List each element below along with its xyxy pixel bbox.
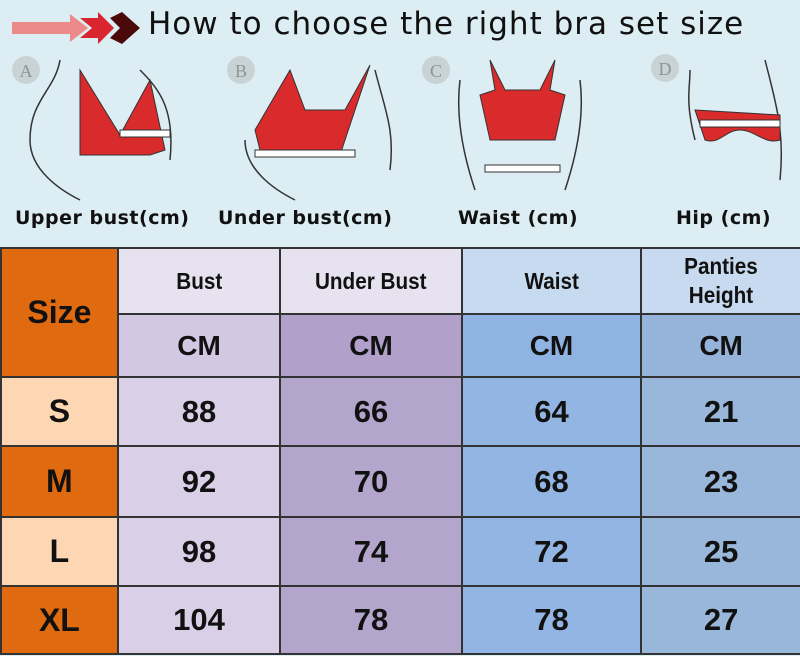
under-bust-cell: 78: [279, 585, 463, 655]
arrows-icon: [12, 12, 140, 44]
caption-upper-bust: Upper bust(cm): [15, 207, 190, 229]
bust-cell: 104: [116, 585, 282, 655]
page-title: How to choose the right bra set size: [148, 6, 745, 42]
svg-text:C: C: [430, 61, 442, 81]
under-bust-cell: 74: [279, 516, 463, 587]
panties-height-cell: 27: [640, 585, 800, 655]
size-header: Size: [0, 247, 119, 378]
bust-cell: 92: [116, 445, 282, 518]
waist-illustration: C: [422, 56, 583, 191]
under-bust-cell: 70: [279, 445, 463, 518]
panties-height-cell: 23: [640, 445, 800, 518]
waist-cell: 78: [460, 585, 643, 655]
unit-cell: CM: [460, 313, 643, 378]
size-table: Size Bust Under Bust Waist Panties Heigh…: [0, 247, 800, 655]
table-row: XL 104 78 78 27: [0, 585, 800, 655]
unit-cell: CM: [640, 313, 800, 378]
waist-cell: 72: [460, 516, 643, 587]
svg-text:A: A: [20, 61, 33, 81]
upper-bust-illustration: A: [12, 56, 172, 201]
caption-under-bust: Under bust(cm): [218, 207, 393, 229]
table-row: L 98 74 72 25: [0, 516, 800, 587]
svg-text:D: D: [659, 59, 672, 79]
column-header-waist: Waist: [524, 267, 579, 294]
waist-cell: 68: [460, 445, 643, 518]
under-bust-illustration: B: [227, 56, 393, 201]
caption-hip: Hip (cm): [676, 207, 772, 229]
unit-cell: CM: [279, 313, 463, 378]
hip-illustration: D: [651, 54, 783, 181]
size-cell: M: [0, 445, 119, 518]
panties-height-cell: 21: [640, 376, 800, 447]
unit-cell: CM: [116, 313, 282, 378]
size-cell: XL: [0, 585, 119, 655]
panties-height-cell: 25: [640, 516, 800, 587]
bust-cell: 88: [116, 376, 282, 447]
size-cell: L: [0, 516, 119, 587]
caption-waist: Waist (cm): [458, 207, 579, 229]
size-cell: S: [0, 376, 119, 447]
table-row: M 92 70 68 23: [0, 445, 800, 518]
waist-cell: 64: [460, 376, 643, 447]
svg-text:B: B: [235, 61, 247, 81]
bust-cell: 98: [116, 516, 282, 587]
column-header-bust: Bust: [176, 267, 223, 294]
column-header-under-bust: Under Bust: [315, 267, 427, 294]
column-header-panties-height: Panties Height: [684, 253, 758, 308]
under-bust-cell: 66: [279, 376, 463, 447]
table-row: S 88 66 64 21: [0, 376, 800, 447]
